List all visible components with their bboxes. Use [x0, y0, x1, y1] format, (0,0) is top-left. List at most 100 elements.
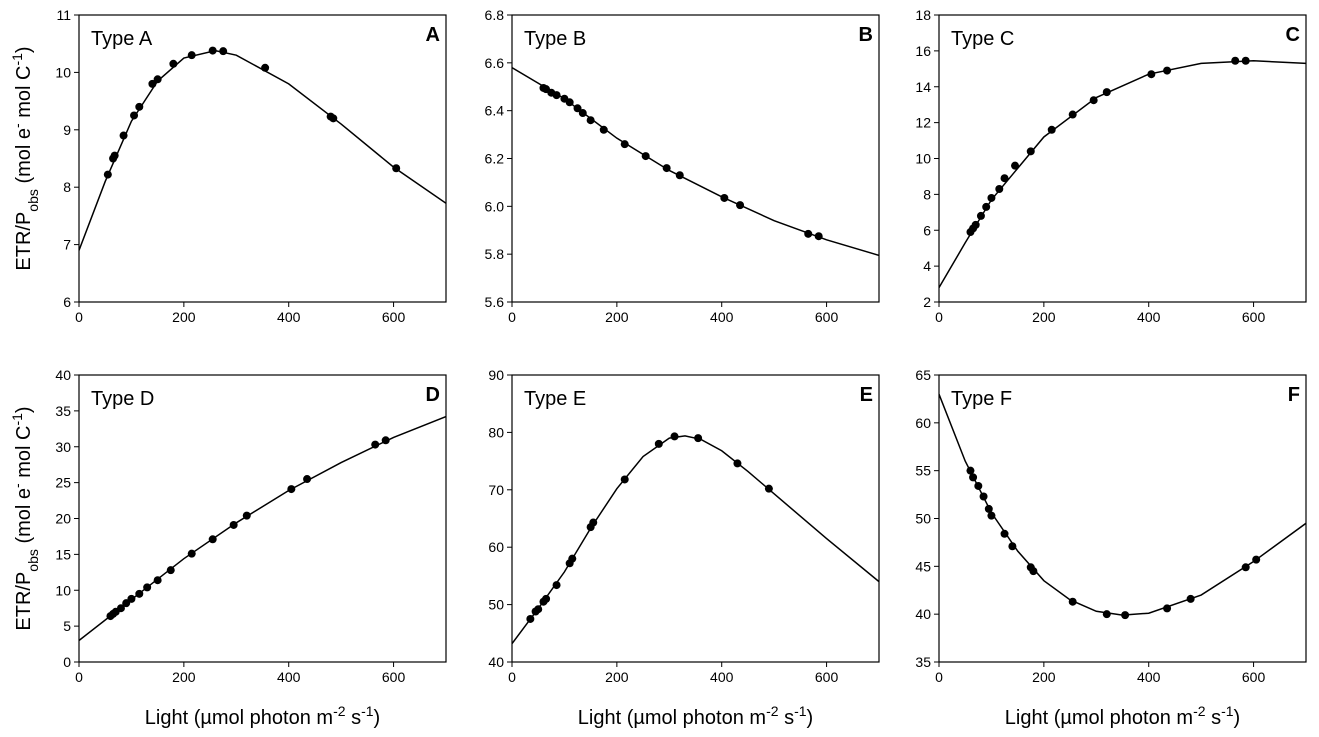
x-tick-label: 200 — [172, 309, 196, 325]
y-tick-label: 30 — [55, 439, 71, 455]
y-axis-title-part: (mol e — [13, 488, 35, 549]
data-point — [620, 475, 629, 484]
data-point — [552, 581, 561, 590]
y-tick-label: 0 — [63, 654, 71, 670]
panel-label: A — [426, 24, 440, 46]
data-point — [242, 511, 251, 520]
data-point — [130, 111, 139, 120]
data-point — [969, 473, 978, 482]
y-tick-label: 6 — [63, 294, 71, 310]
data-point — [208, 46, 217, 55]
y-axis-title-part: ETR/P — [13, 572, 35, 631]
data-point — [1231, 56, 1240, 65]
y-axis-title-part: - — [9, 483, 25, 488]
data-point — [381, 436, 390, 445]
data-point — [586, 116, 595, 125]
y-axis-title-part: obs — [25, 549, 41, 572]
y-axis-title-part: mol C — [13, 66, 35, 124]
y-axis-title-part: ) — [13, 46, 35, 53]
data-point — [526, 614, 535, 623]
y-tick-label: 6.6 — [485, 55, 505, 71]
data-point — [974, 481, 983, 490]
y-axis-title: ETR/Pobs (mol e- mol C-1) — [9, 406, 41, 630]
data-point — [987, 511, 996, 520]
data-point — [148, 79, 157, 88]
x-axis-title: Light (µmol photon m-2 s-1) — [578, 703, 813, 729]
x-axis-title-part: Light (µmol photon m — [578, 707, 766, 729]
y-tick-label: 14 — [915, 79, 931, 95]
data-point — [1008, 542, 1017, 551]
y-tick-label: 40 — [488, 654, 504, 670]
data-point — [971, 220, 980, 229]
data-point — [736, 201, 745, 210]
x-tick-label: 400 — [1137, 669, 1161, 685]
y-tick-label: 6.8 — [485, 7, 505, 23]
y-tick-label: 80 — [488, 424, 504, 440]
y-tick-label: 35 — [915, 654, 931, 670]
y-tick-label: 5 — [63, 618, 71, 634]
data-point — [287, 485, 296, 494]
x-axis-title-part: ) — [1234, 707, 1241, 729]
y-tick-label: 25 — [55, 475, 71, 491]
data-point — [966, 466, 975, 475]
x-tick-label: 0 — [508, 669, 516, 685]
data-point — [135, 102, 144, 111]
data-point — [1047, 125, 1056, 134]
x-tick-label: 200 — [172, 669, 196, 685]
data-point — [995, 184, 1004, 193]
data-point — [542, 594, 551, 603]
fit-curve — [939, 393, 1306, 616]
data-point — [804, 229, 813, 238]
data-point — [1241, 563, 1250, 572]
panel-label: C — [1286, 24, 1300, 46]
data-point — [568, 554, 577, 563]
x-tick-label: 200 — [1032, 309, 1056, 325]
x-axis-title-part: s — [346, 707, 362, 729]
data-point — [620, 140, 629, 149]
y-tick-label: 18 — [915, 7, 931, 23]
y-tick-label: 40 — [55, 367, 71, 383]
y-tick-label: 50 — [488, 597, 504, 613]
data-point — [573, 104, 582, 113]
y-tick-label: 12 — [915, 115, 931, 131]
data-point — [662, 164, 671, 173]
y-tick-label: 5.6 — [485, 294, 505, 310]
x-tick-label: 0 — [75, 309, 83, 325]
data-point — [984, 504, 993, 513]
y-tick-label: 8 — [923, 186, 931, 202]
y-tick-label: 45 — [915, 558, 931, 574]
data-point — [675, 171, 684, 180]
panel-annotation: Type F — [951, 388, 1012, 410]
data-point — [187, 549, 196, 558]
y-axis-title-part: -1 — [9, 413, 25, 426]
data-point — [814, 232, 823, 241]
y-tick-label: 35 — [55, 403, 71, 419]
y-axis-title-part: ) — [13, 406, 35, 413]
data-point — [116, 604, 125, 613]
x-axis-title-part: ) — [374, 707, 381, 729]
y-tick-label: 55 — [915, 463, 931, 479]
y-tick-label: 8 — [63, 179, 71, 195]
y-tick-label: 70 — [488, 482, 504, 498]
y-tick-label: 5.8 — [485, 246, 505, 262]
y-axis-title-part: - — [9, 123, 25, 128]
data-point — [127, 594, 136, 603]
panel-label: B — [859, 24, 873, 46]
data-point — [1068, 110, 1077, 119]
data-point — [987, 193, 996, 202]
y-axis-title: ETR/Pobs (mol e- mol C-1) — [9, 46, 41, 270]
data-point — [208, 535, 217, 544]
data-point — [153, 75, 162, 84]
x-axis-title-part: s — [1206, 707, 1222, 729]
y-axis-title-part: obs — [25, 189, 41, 212]
data-point — [670, 432, 679, 441]
plot-frame — [511, 374, 880, 663]
panel-annotation: Type D — [91, 388, 154, 410]
x-tick-label: 600 — [815, 309, 839, 325]
fit-curve — [512, 435, 879, 645]
x-tick-label: 0 — [935, 669, 943, 685]
data-point — [166, 566, 175, 575]
x-axis-title-part: -2 — [333, 703, 346, 719]
panel-label: E — [860, 384, 873, 406]
panel-annotation: Type A — [91, 28, 153, 50]
